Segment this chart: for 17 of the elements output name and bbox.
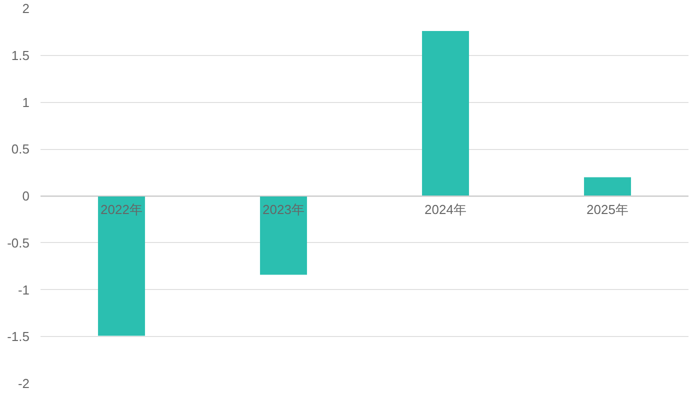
bar bbox=[422, 31, 469, 196]
y-tick-label: 2 bbox=[22, 1, 30, 16]
y-tick-label: 1 bbox=[22, 94, 30, 110]
y-tick-label: -1.5 bbox=[7, 329, 30, 344]
y-tick-label: -2 bbox=[18, 376, 30, 391]
y-tick-label: 0 bbox=[22, 188, 30, 204]
y-tick-label: 1.5 bbox=[11, 48, 30, 63]
x-tick-label: 2023年 bbox=[262, 202, 304, 217]
bar bbox=[98, 196, 145, 336]
y-tick-label: -1 bbox=[18, 282, 30, 298]
x-tick-label: 2024年 bbox=[424, 202, 466, 217]
y-tick-label: 0.5 bbox=[11, 142, 30, 157]
x-tick-label: 2025年 bbox=[586, 202, 628, 217]
bar bbox=[584, 177, 631, 196]
bar bbox=[260, 196, 307, 275]
x-tick-label: 2022年 bbox=[100, 202, 142, 217]
y-tick-label: -0.5 bbox=[7, 235, 30, 250]
